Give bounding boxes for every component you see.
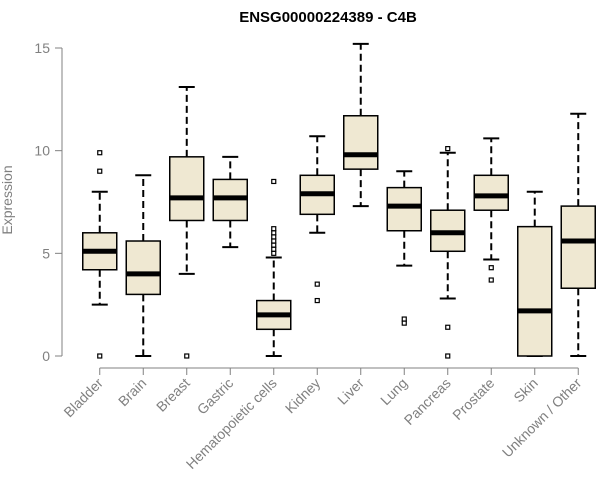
outlier-point (97, 168, 103, 174)
box-iqr (125, 240, 161, 296)
box-breast (169, 86, 205, 359)
outlier-point (271, 246, 277, 252)
x-tick-label: Brain (115, 375, 149, 409)
outlier-point (271, 226, 277, 232)
x-tick-label: Lung (377, 375, 410, 408)
box-pancreas (430, 146, 466, 359)
y-tick-label: 10 (34, 143, 50, 159)
y-tick-label: 5 (42, 245, 50, 261)
y-tick-label: 0 (42, 348, 50, 364)
box-iqr (560, 205, 596, 289)
box-iqr (517, 225, 553, 357)
outlier-point (401, 316, 407, 322)
box-iqr (473, 174, 509, 211)
outlier-point (401, 320, 407, 326)
outlier-point (271, 250, 277, 256)
box-liver (343, 42, 379, 208)
box-lung (386, 170, 422, 326)
outlier-point (445, 324, 451, 330)
x-tick-label: Bladder (60, 375, 106, 421)
x-tick-label: Prostate (449, 375, 497, 423)
outlier-point (271, 242, 277, 248)
box-hematopoietic-cells (256, 178, 292, 357)
box-prostate (473, 137, 509, 283)
chart-title: ENSG00000224389 - C4B (239, 9, 417, 26)
outlier-point (488, 277, 494, 283)
x-tick-label: Skin (510, 375, 541, 406)
outlier-point (314, 281, 320, 287)
box-iqr (343, 115, 379, 170)
box-skin (517, 190, 553, 357)
x-tick-label: Breast (153, 375, 193, 415)
outlier-point (184, 353, 190, 359)
box-iqr (169, 156, 205, 222)
x-tick-label: Kidney (282, 375, 324, 417)
outlier-point (97, 150, 103, 156)
box-unknown-other (560, 112, 596, 357)
outlier-point (271, 230, 277, 236)
boxes-group (82, 42, 596, 359)
x-tick-label: Pancreas (401, 375, 454, 428)
y-tick-label: 15 (34, 40, 50, 56)
box-kidney (299, 135, 335, 304)
outlier-point (97, 353, 103, 359)
x-tick-label: Gastric (194, 375, 237, 418)
outlier-point (488, 265, 494, 271)
outlier-point (445, 353, 451, 359)
y-axis-label: Expression (0, 165, 15, 234)
outlier-point (314, 297, 320, 304)
outlier-point (271, 234, 277, 240)
box-bladder (82, 150, 118, 359)
outlier-point (271, 178, 277, 185)
x-tick-label: Unknown / Other (499, 375, 585, 461)
outlier-point (271, 238, 277, 244)
box-brain (125, 174, 161, 357)
box-iqr (386, 186, 422, 232)
box-gastric (212, 155, 248, 249)
y-axis: 0 5 10 15 (34, 40, 63, 364)
x-tick-label: Liver (334, 375, 367, 408)
outlier-point (445, 146, 451, 152)
